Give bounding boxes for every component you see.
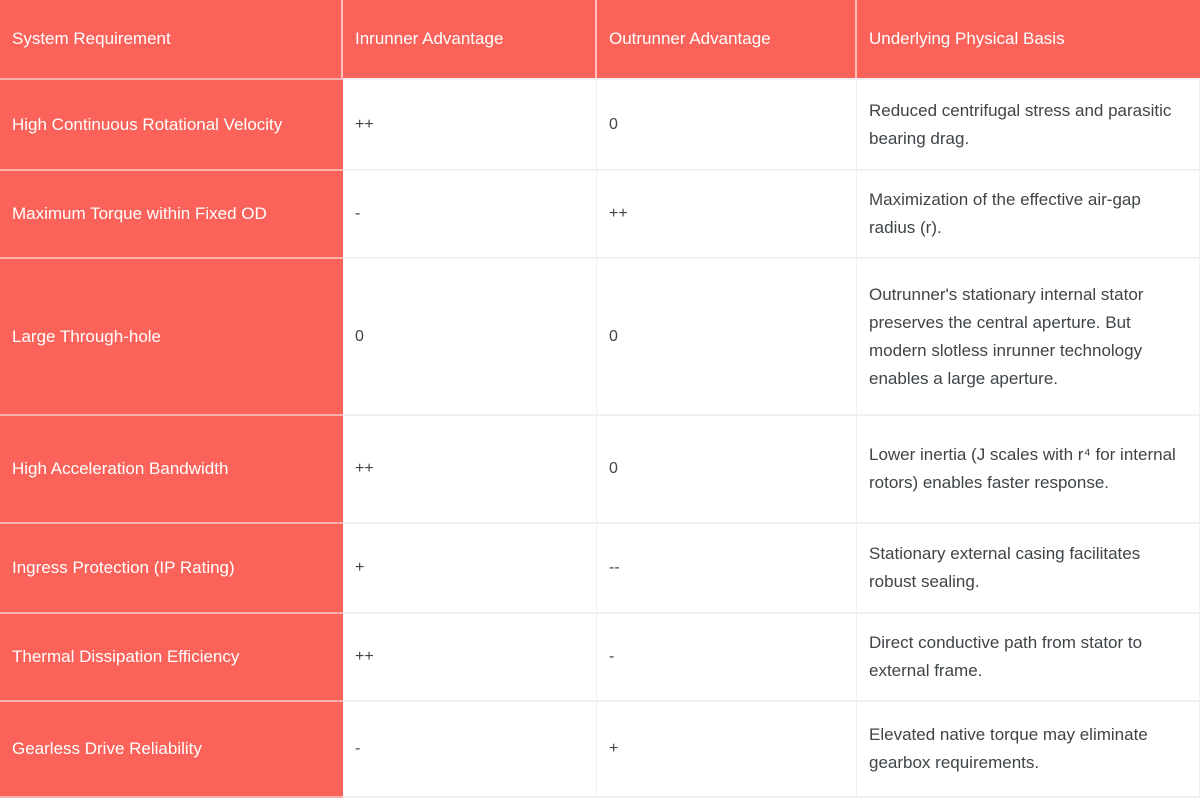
physical-basis-cell: Stationary external casing facilitates r…	[857, 522, 1200, 612]
column-header-outrunner-advantage: Outrunner Advantage	[597, 0, 857, 78]
physical-basis-cell: Elevated native torque may eliminate gea…	[857, 700, 1200, 798]
physical-basis-cell: Outrunner's stationary internal stator p…	[857, 257, 1200, 414]
inrunner-advantage-cell: 0	[343, 257, 597, 414]
table-row: Maximum Torque within Fixed OD - ++ Maxi…	[0, 169, 1200, 257]
table-row: Ingress Protection (IP Rating) + -- Stat…	[0, 522, 1200, 612]
outrunner-advantage-cell: ++	[597, 169, 857, 257]
outrunner-advantage-cell: 0	[597, 414, 857, 522]
physical-basis-cell: Reduced centrifugal stress and parasitic…	[857, 78, 1200, 169]
table-row: High Acceleration Bandwidth ++ 0 Lower i…	[0, 414, 1200, 522]
inrunner-advantage-cell: -	[343, 169, 597, 257]
column-header-system-requirement: System Requirement	[0, 0, 343, 78]
outrunner-advantage-cell: --	[597, 522, 857, 612]
requirement-cell: High Continuous Rotational Velocity	[0, 78, 343, 169]
inrunner-advantage-cell: ++	[343, 612, 597, 700]
inrunner-advantage-cell: ++	[343, 414, 597, 522]
column-header-inrunner-advantage: Inrunner Advantage	[343, 0, 597, 78]
outrunner-advantage-cell: 0	[597, 257, 857, 414]
requirement-cell: Maximum Torque within Fixed OD	[0, 169, 343, 257]
outrunner-advantage-cell: -	[597, 612, 857, 700]
requirement-cell: Gearless Drive Reliability	[0, 700, 343, 798]
column-header-underlying-physical-basis: Underlying Physical Basis	[857, 0, 1200, 78]
table-row: High Continuous Rotational Velocity ++ 0…	[0, 78, 1200, 169]
requirement-cell: Thermal Dissipation Efficiency	[0, 612, 343, 700]
inrunner-advantage-cell: -	[343, 700, 597, 798]
physical-basis-cell: Lower inertia (J scales with r⁴ for inte…	[857, 414, 1200, 522]
outrunner-advantage-cell: +	[597, 700, 857, 798]
requirement-cell: Ingress Protection (IP Rating)	[0, 522, 343, 612]
physical-basis-cell: Maximization of the effective air-gap ra…	[857, 169, 1200, 257]
outrunner-advantage-cell: 0	[597, 78, 857, 169]
table-header-row: System Requirement Inrunner Advantage Ou…	[0, 0, 1200, 78]
table-row: Gearless Drive Reliability - + Elevated …	[0, 700, 1200, 798]
requirement-cell: High Acceleration Bandwidth	[0, 414, 343, 522]
requirement-cell: Large Through-hole	[0, 257, 343, 414]
table-row: Large Through-hole 0 0 Outrunner's stati…	[0, 257, 1200, 414]
table-row: Thermal Dissipation Efficiency ++ - Dire…	[0, 612, 1200, 700]
inrunner-advantage-cell: ++	[343, 78, 597, 169]
physical-basis-cell: Direct conductive path from stator to ex…	[857, 612, 1200, 700]
inrunner-advantage-cell: +	[343, 522, 597, 612]
